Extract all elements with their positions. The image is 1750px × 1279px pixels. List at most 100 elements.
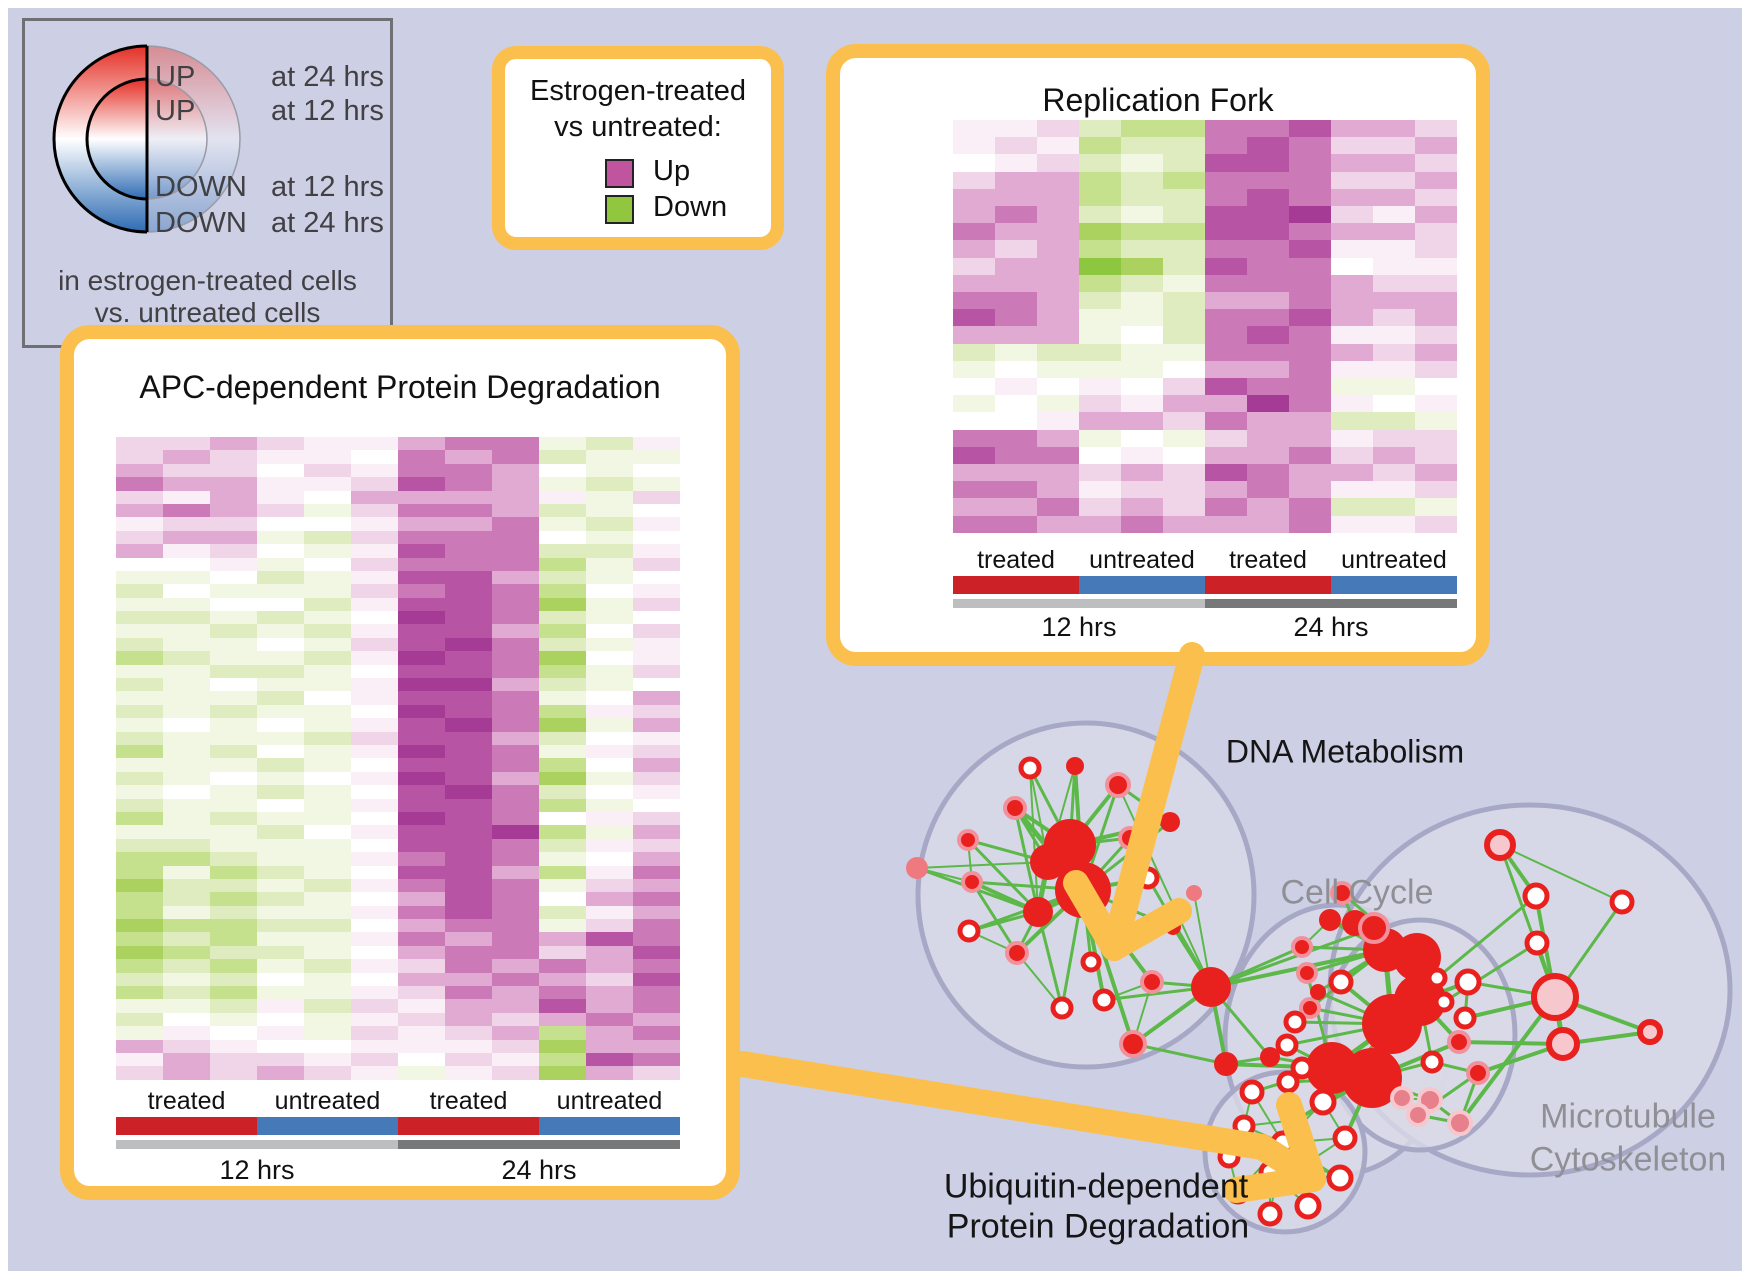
heatmap-cell — [398, 1012, 445, 1027]
heatmap-row — [953, 326, 1457, 344]
network-node — [1426, 967, 1448, 989]
heatmap-cell — [586, 490, 633, 504]
heatmap-cell — [492, 570, 539, 585]
heatmap-cell — [163, 624, 210, 638]
heatmap-cell — [586, 986, 633, 1000]
network-node — [1447, 1030, 1471, 1054]
heatmap-cell — [210, 892, 257, 906]
heatmap-cell — [163, 557, 210, 571]
heatmap-cell — [953, 429, 995, 447]
heatmap-cell — [586, 1012, 633, 1027]
heatmap-cell — [1373, 446, 1415, 465]
heatmap-cell — [351, 932, 398, 946]
heatmap-row — [116, 651, 680, 665]
heatmap-cell — [304, 744, 351, 759]
heatmap-cell — [1205, 274, 1247, 293]
heatmap-cell — [1373, 378, 1415, 396]
heatmap-cell — [210, 651, 257, 665]
heatmap-cell — [398, 503, 445, 518]
heatmap-cell — [586, 503, 633, 518]
heatmap-cell — [1121, 223, 1163, 241]
heatmap-cell — [633, 691, 680, 705]
heatmap-cell — [995, 188, 1037, 207]
heatmap-cell — [1373, 309, 1415, 327]
heatmap-cell — [1289, 498, 1331, 516]
heatmap-cell — [633, 972, 680, 987]
heatmap-cell — [539, 1052, 586, 1067]
heatmap-cell — [351, 597, 398, 612]
heatmap-cell — [163, 437, 210, 451]
network-node — [1260, 1047, 1280, 1067]
network-node — [1295, 1151, 1319, 1175]
heatmap-row — [116, 584, 680, 598]
heatmap-cell — [163, 744, 210, 759]
heatmap-cell — [1289, 292, 1331, 310]
heatmap-cell — [492, 530, 539, 545]
heatmap-cell — [445, 959, 492, 973]
heatmap-cell — [1037, 360, 1079, 379]
heatmap-cell — [539, 611, 586, 625]
heatmap-cell — [586, 744, 633, 759]
heatmap-cell — [304, 1039, 351, 1053]
heatmap-cell — [633, 865, 680, 879]
apc-group-untreated-24: untreated — [556, 1087, 663, 1115]
heatmap-row — [116, 557, 680, 571]
heatmap-cell — [257, 892, 304, 906]
heatmap-cell — [398, 450, 445, 464]
heatmap-cell — [1163, 481, 1205, 499]
heatmap-cell — [586, 651, 633, 665]
heatmap-row — [953, 137, 1457, 155]
network-node — [1609, 889, 1635, 915]
heatmap-cell — [163, 892, 210, 906]
heatmap-cell — [398, 811, 445, 826]
heatmap-cell — [1121, 274, 1163, 293]
heatmap-cell — [1121, 498, 1163, 516]
heatmap-cell — [257, 959, 304, 973]
network-node — [1326, 1164, 1354, 1192]
heatmap-cell — [116, 1012, 163, 1027]
network-node — [1453, 1006, 1477, 1030]
heatmap-cell — [953, 171, 995, 189]
heatmap-cell — [1289, 360, 1331, 379]
heatmap-cell — [492, 678, 539, 692]
heatmap-cell — [539, 437, 586, 451]
heatmap-row — [953, 378, 1457, 396]
heatmap-cell — [539, 905, 586, 920]
rf-title: Replication Fork — [1042, 82, 1274, 118]
rf-time-labels: 12 hrs 24 hrs — [953, 612, 1457, 643]
heatmap-cell — [445, 678, 492, 692]
heatmap-row — [116, 959, 680, 973]
up12-word: UP — [155, 95, 196, 127]
heatmap-cell — [539, 744, 586, 759]
rf-heatmap — [953, 120, 1457, 533]
heatmap-cell — [586, 758, 633, 772]
heatmap-cell — [445, 477, 492, 491]
heatmap-cell — [116, 945, 163, 960]
heatmap-cell — [586, 838, 633, 853]
heatmap-cell — [116, 1052, 163, 1067]
heatmap-cell — [1205, 429, 1247, 447]
heatmap-cell — [304, 704, 351, 719]
heatmap-cell — [586, 919, 633, 933]
heatmap-cell — [210, 450, 257, 464]
heatmap-cell — [1205, 326, 1247, 344]
heatmap-row — [116, 972, 680, 987]
heatmap-cell — [633, 892, 680, 906]
heatmap-cell — [1289, 274, 1331, 293]
heatmap-cell — [210, 503, 257, 518]
heatmap-cell — [1079, 171, 1121, 189]
heatmap-cell — [1373, 223, 1415, 241]
heatmap-cell — [539, 718, 586, 732]
heatmap-row — [116, 691, 680, 705]
heatmap-cell — [492, 503, 539, 518]
heatmap-cell — [492, 1026, 539, 1040]
heatmap-cell — [445, 544, 492, 558]
heatmap-cell — [304, 731, 351, 745]
network-node — [1390, 1086, 1414, 1110]
heatmap-cell — [1205, 343, 1247, 361]
heatmap-cell — [1415, 429, 1457, 447]
heatmap-cell — [633, 798, 680, 812]
heatmap-cell — [1079, 309, 1121, 327]
heatmap-cell — [1037, 446, 1079, 465]
heatmap-cell — [210, 678, 257, 692]
